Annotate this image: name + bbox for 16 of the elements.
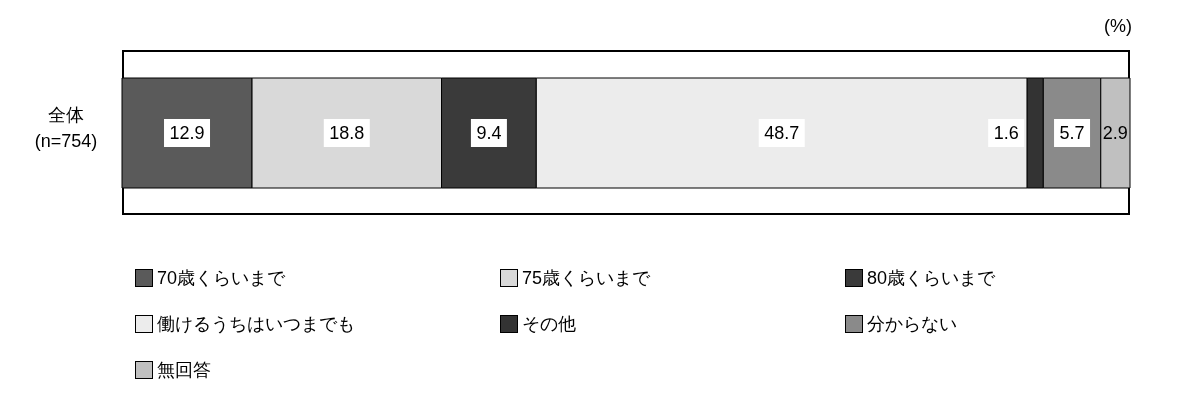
data-label: 18.8 [329,123,365,143]
legend-label: 分からない [867,313,957,336]
data-label: 1.6 [993,123,1019,143]
data-label: 12.9 [169,123,205,143]
legend-label: その他 [522,313,576,336]
data-label: 2.9 [1102,123,1128,143]
legend-label: 75歳くらいまで [522,267,651,290]
legend-label: 80歳くらいまで [867,267,996,290]
legend-label: 無回答 [157,359,211,382]
data-label: 9.4 [476,123,502,143]
legend-label: 70歳くらいまで [157,267,286,290]
y-tick-label: 全体 (n=754) [34,104,98,151]
data-label: 48.7 [764,123,800,143]
text: (%) [1104,16,1132,37]
data-label: 5.7 [1059,123,1085,143]
legend-label: 働けるうちはいつまでも [157,313,355,336]
